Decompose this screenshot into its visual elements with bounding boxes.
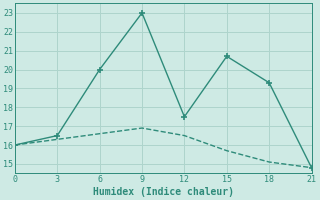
X-axis label: Humidex (Indice chaleur): Humidex (Indice chaleur) — [93, 186, 234, 197]
